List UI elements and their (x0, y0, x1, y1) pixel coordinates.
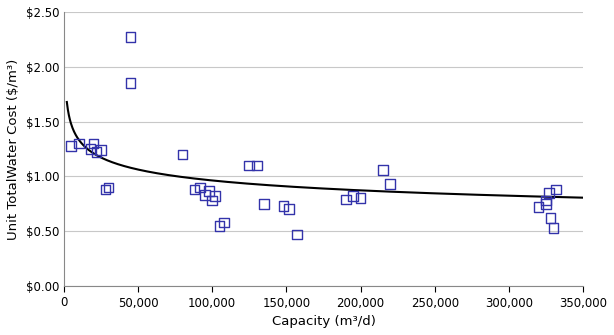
Point (210, 194, 220, 199)
Point (219, 220, 229, 225)
Point (534, 204, 543, 210)
Point (208, 198, 217, 203)
Point (204, 188, 214, 193)
Point (541, 198, 551, 203)
Point (195, 185, 205, 190)
Point (177, 152, 187, 157)
Point (356, 196, 365, 201)
Point (126, 80, 136, 86)
Point (259, 201, 269, 206)
Point (200, 192, 210, 198)
Point (91, 150, 101, 155)
Point (215, 223, 225, 228)
Point (292, 232, 301, 237)
Point (386, 182, 395, 187)
Point (244, 163, 254, 168)
Point (341, 197, 351, 202)
Point (96, 147, 106, 153)
Point (252, 163, 262, 168)
Point (101, 187, 111, 192)
Point (66, 143, 76, 148)
Point (88, 141, 98, 146)
Point (126, 35, 136, 40)
Point (103, 185, 113, 190)
Point (348, 194, 358, 199)
Point (85, 146, 95, 152)
Point (545, 215, 555, 221)
Point (284, 207, 294, 212)
Point (279, 203, 289, 209)
Point (190, 187, 200, 192)
Point (378, 167, 387, 173)
Y-axis label: Unit TotalWater Cost ($/m³): Unit TotalWater Cost ($/m³) (7, 58, 20, 240)
X-axis label: Capacity (m³/d): Capacity (m³/d) (271, 315, 375, 328)
Point (548, 225, 558, 230)
Point (544, 190, 554, 196)
Point (541, 201, 551, 206)
Point (74, 141, 84, 146)
Point (551, 187, 561, 192)
